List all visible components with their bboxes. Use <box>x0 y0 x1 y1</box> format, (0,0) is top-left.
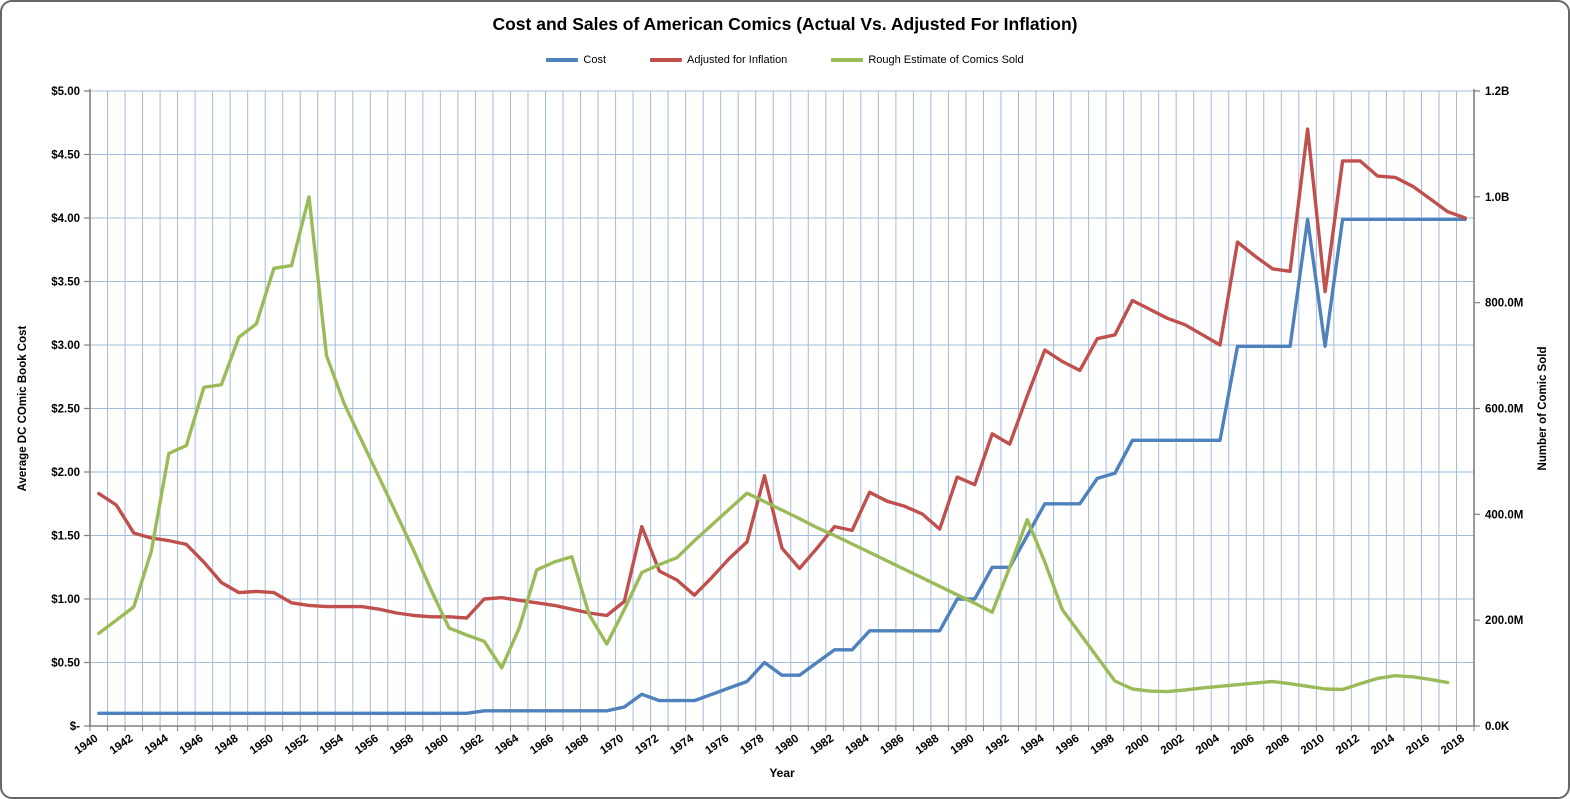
legend-label: Cost <box>583 54 607 66</box>
left-axis-tick-label: $4.50 <box>51 150 80 162</box>
left-axis-tick-label: $3.50 <box>51 277 80 289</box>
x-axis-tick-label: 1970 <box>598 733 626 758</box>
x-axis-tick-label: 1982 <box>808 733 836 758</box>
x-axis-tick-label: 1942 <box>108 733 136 758</box>
left-axis-tick-label: $1.50 <box>51 531 80 543</box>
left-axis-tick-label: $- <box>70 721 80 733</box>
left-axis-tick-label: $1.00 <box>51 594 80 606</box>
left-axis-tick-label: $4.00 <box>51 213 80 225</box>
x-axis-tick-label: 1954 <box>318 732 346 757</box>
x-axis-tick-label: 1944 <box>143 732 171 757</box>
x-axis-tick-label: 1994 <box>1019 732 1047 757</box>
x-axis-tick-label: 1968 <box>563 732 591 757</box>
right-axis-tick-label: 800.0M <box>1485 298 1523 310</box>
x-axis-tick-label: 1990 <box>949 733 977 758</box>
legend-label: Rough Estimate of Comics Sold <box>868 54 1024 66</box>
right-axis-tick-label: 1.2B <box>1485 86 1509 98</box>
x-axis-tick-label: 1956 <box>353 733 381 758</box>
legend-item-sold[interactable]: Rough Estimate of Comics Sold <box>831 54 1024 66</box>
x-axis-tick-label: 1998 <box>1089 732 1117 757</box>
x-axis-tick-label: 2014 <box>1369 732 1397 757</box>
chart-title: Cost and Sales of American Comics (Actua… <box>492 14 1078 34</box>
x-axis-tick-label: 2018 <box>1439 732 1467 757</box>
left-axis-tick-label: $2.50 <box>51 404 80 416</box>
x-axis-tick-label: 1952 <box>283 733 311 758</box>
right-axis-tick-label: 200.0M <box>1485 615 1523 627</box>
legend-label: Adjusted for Inflation <box>687 54 788 66</box>
legend-line-swatch-cost <box>546 58 579 62</box>
x-axis-tick-label: 1988 <box>914 732 942 757</box>
x-axis-tick-label: 2008 <box>1264 732 1292 757</box>
x-axis-tick-label: 1964 <box>493 732 521 757</box>
right-axis-tick-label: 0.0K <box>1485 721 1510 733</box>
left-axis-tick-label: $5.00 <box>51 86 80 98</box>
x-axis-tick-label: 2016 <box>1404 733 1432 758</box>
legend-line-swatch-adjusted <box>650 58 683 62</box>
x-axis-tick-label: 1980 <box>773 733 801 758</box>
x-axis-tick-label: 1976 <box>703 733 731 758</box>
x-axis-tick-label: 2002 <box>1159 733 1187 758</box>
legend-line-swatch-sold <box>831 58 864 62</box>
left-axis-tick-label: $2.00 <box>51 467 80 479</box>
x-axis-tick-label: 1950 <box>248 733 276 758</box>
x-axis-tick-label: 1946 <box>178 733 206 758</box>
x-axis-tick-label: 1992 <box>984 733 1012 758</box>
x-axis-tick-label: 1960 <box>423 733 451 758</box>
left-axis-tick-label: $3.00 <box>51 340 80 352</box>
x-axis-tick-label: 1940 <box>73 733 101 758</box>
x-axis-tick-label: 1996 <box>1054 733 1082 758</box>
x-axis-tick-label: 1984 <box>843 732 871 757</box>
right-axis-title: Number of Comic Sold <box>1537 347 1549 471</box>
x-axis-tick-label: 1972 <box>633 733 661 758</box>
right-axis-tick-label: 400.0M <box>1485 509 1523 521</box>
x-axis-tick-label: 1958 <box>388 732 416 757</box>
legend-item-adjusted[interactable]: Adjusted for Inflation <box>650 54 787 66</box>
series-line-adjusted-for-inflation[interactable] <box>97 127 1467 620</box>
legend: Cost Adjusted for Inflation Rough Estima… <box>2 54 1568 66</box>
x-axis-tick-label: 1948 <box>213 732 241 757</box>
x-axis-tick-label: 2004 <box>1194 732 1222 757</box>
legend-item-cost[interactable]: Cost <box>546 54 606 66</box>
left-axis-tick-label: $0.50 <box>51 658 80 670</box>
right-axis-tick-label: 1.0B <box>1485 192 1509 204</box>
x-axis-tick-label: 2000 <box>1124 733 1152 758</box>
x-axis-tick-label: 1978 <box>738 732 766 757</box>
right-axis-tick-label: 600.0M <box>1485 404 1523 416</box>
series-line-rough-estimate-of-comics-sold[interactable] <box>97 195 1450 694</box>
x-axis-tick-label: 1966 <box>528 733 556 758</box>
x-axis-tick-label: 1974 <box>668 732 696 757</box>
x-axis-title: Year <box>769 766 795 780</box>
x-axis-tick-label: 2012 <box>1334 733 1362 758</box>
x-axis-tick-label: 2006 <box>1229 733 1257 758</box>
x-axis-tick-label: 1986 <box>879 733 907 758</box>
x-axis-tick-label: 1962 <box>458 733 486 758</box>
x-axis-tick-label: 2010 <box>1299 733 1327 758</box>
left-axis-title: Average DC COmic Book Cost <box>17 325 29 491</box>
series-line-cost[interactable] <box>97 217 1467 715</box>
